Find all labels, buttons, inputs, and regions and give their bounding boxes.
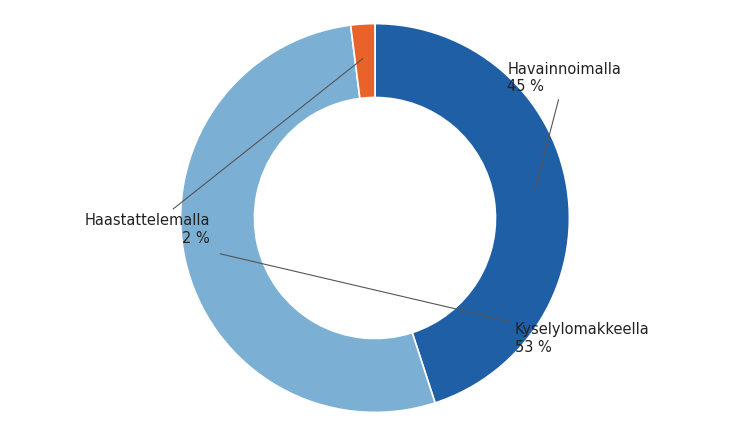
Wedge shape — [351, 24, 375, 99]
Text: Kyselylomakkeella
53 %: Kyselylomakkeella 53 % — [220, 254, 650, 355]
Wedge shape — [375, 24, 569, 403]
Wedge shape — [181, 25, 435, 412]
Text: Havainnoimalla
45 %: Havainnoimalla 45 % — [507, 62, 621, 190]
Text: Haastattelemalla
2 %: Haastattelemalla 2 % — [84, 59, 363, 246]
